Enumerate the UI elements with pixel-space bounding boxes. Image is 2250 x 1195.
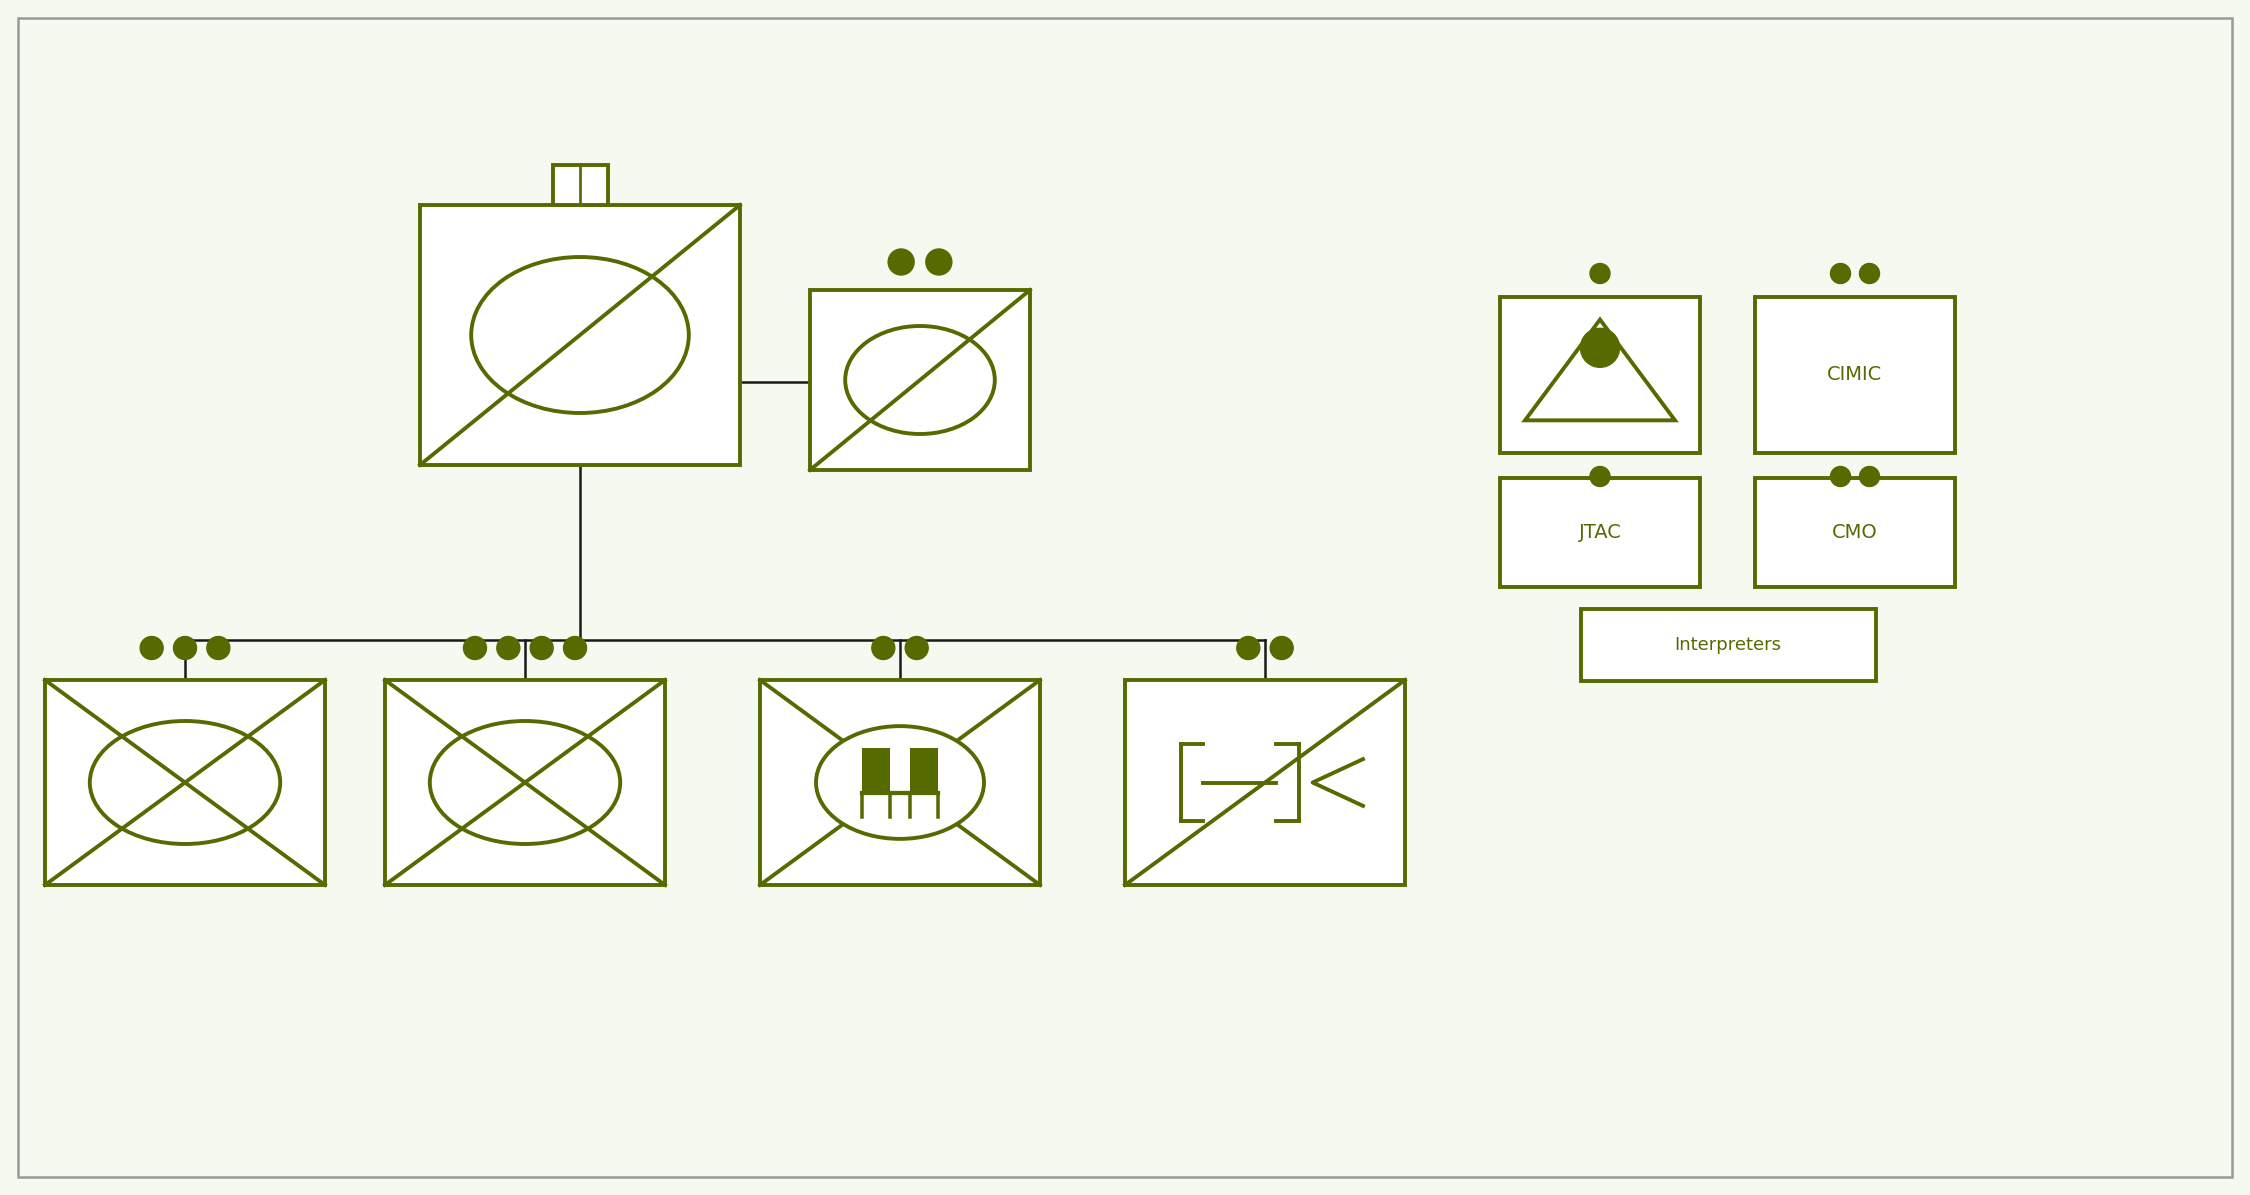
Bar	[421, 206, 740, 465]
Circle shape	[1591, 466, 1611, 486]
Text: CMO: CMO	[1831, 523, 1879, 543]
Circle shape	[464, 637, 486, 660]
Ellipse shape	[817, 727, 983, 839]
Bar	[554, 165, 608, 206]
Text: Interpreters: Interpreters	[1674, 636, 1782, 654]
Circle shape	[207, 637, 230, 660]
Bar	[1125, 680, 1404, 885]
Circle shape	[562, 637, 587, 660]
Bar	[862, 748, 891, 792]
Circle shape	[173, 637, 196, 660]
Bar	[385, 680, 666, 885]
Bar	[1501, 478, 1701, 587]
Circle shape	[497, 637, 520, 660]
Circle shape	[1858, 264, 1879, 283]
Circle shape	[1238, 637, 1260, 660]
Circle shape	[1831, 264, 1849, 283]
Circle shape	[140, 637, 164, 660]
Bar	[909, 748, 938, 792]
Bar	[1501, 298, 1701, 453]
Text: CIMIC: CIMIC	[1827, 366, 1883, 385]
Bar	[810, 290, 1030, 470]
Circle shape	[904, 637, 929, 660]
Bar	[1755, 478, 1955, 587]
Circle shape	[531, 637, 554, 660]
Bar	[1580, 609, 1876, 681]
Circle shape	[1591, 264, 1611, 283]
Bar	[760, 680, 1040, 885]
Circle shape	[889, 249, 914, 275]
Circle shape	[1858, 466, 1879, 486]
Circle shape	[1831, 466, 1849, 486]
Text: JTAC: JTAC	[1580, 523, 1622, 543]
Bar	[1755, 298, 1955, 453]
Bar	[45, 680, 324, 885]
Circle shape	[1580, 329, 1620, 367]
Circle shape	[871, 637, 896, 660]
Circle shape	[925, 249, 952, 275]
Circle shape	[1271, 637, 1294, 660]
